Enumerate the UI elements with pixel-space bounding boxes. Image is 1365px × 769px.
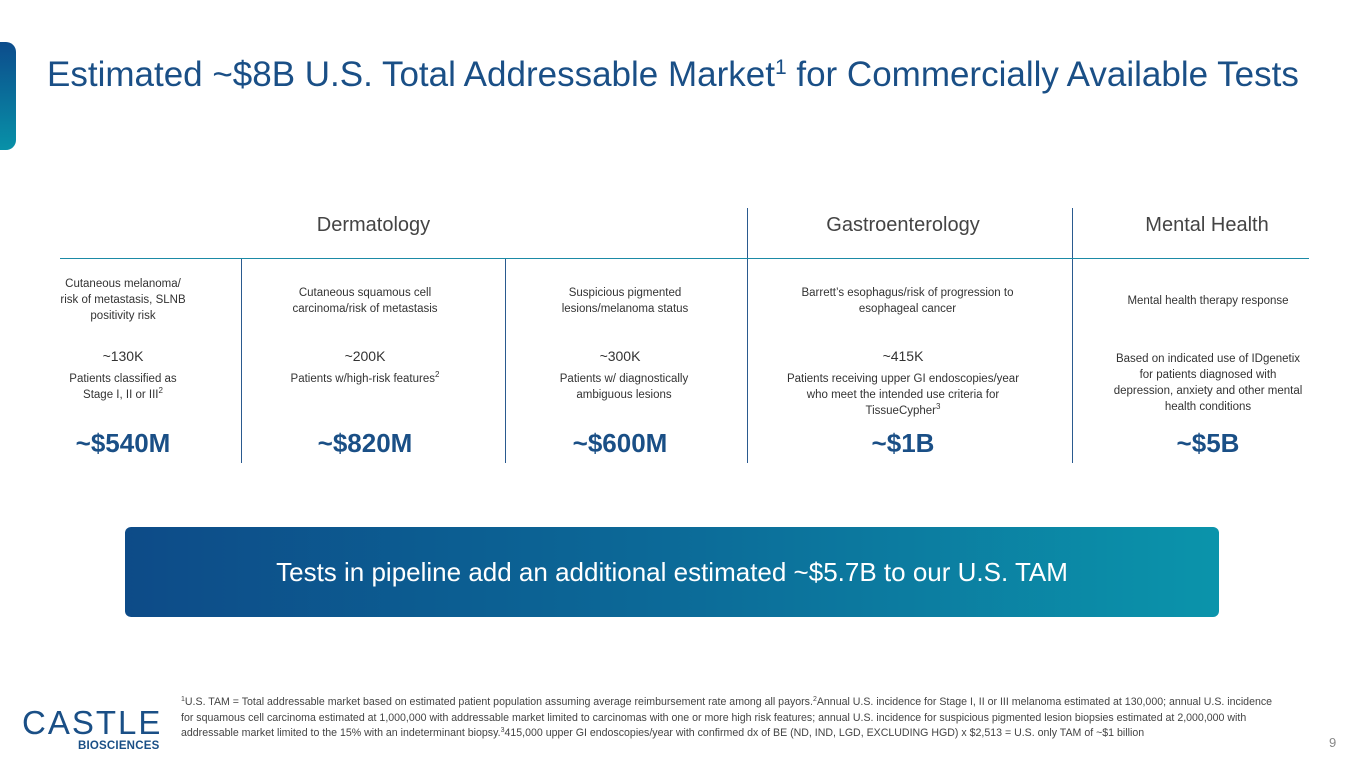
col4-description: Barrett’s esophagus/risk of progression … xyxy=(801,287,1014,315)
footnote-marker-2: 2 xyxy=(812,696,817,703)
category-gastroenterology: Gastroenterology xyxy=(826,214,980,236)
category-dermatology: Dermatology xyxy=(316,214,431,236)
col3-tam: ~$600M xyxy=(572,428,668,458)
col1-subtext-text: Patients classified as Stage I, II or II… xyxy=(69,373,177,401)
footnote-text-3: 415,000 upper GI endoscopies/year with c… xyxy=(504,727,1145,739)
col4-subtext-text: Patients receiving upper GI endoscopies/… xyxy=(786,373,1020,417)
logo-subtext: BIOSCIENCES xyxy=(78,740,160,752)
divider-col1-col2 xyxy=(241,258,242,463)
footnote: 1U.S. TAM = Total addressable market bas… xyxy=(181,695,1286,742)
col2-count: ~200K xyxy=(344,348,386,364)
logo-wordmark: CASTLE xyxy=(22,704,163,741)
slide-title: Estimated ~$8B U.S. Total Addressable Ma… xyxy=(47,52,1307,97)
title-text-part2: for Commercially Available Tests xyxy=(786,55,1299,94)
col4-footnote-marker: 3 xyxy=(936,402,941,411)
divider-derm-gi xyxy=(747,208,748,463)
col5-subtext: Based on indicated use of IDgenetix for … xyxy=(1110,351,1306,415)
footnote-marker-1: 1 xyxy=(181,696,185,703)
col4-tam: ~$1B xyxy=(871,428,935,458)
col1-tam: ~$540M xyxy=(75,428,171,458)
page-number: 9 xyxy=(1329,735,1337,750)
castle-biosciences-logo: CASTLE BIOSCIENCES xyxy=(22,706,167,756)
title-accent-bar xyxy=(0,42,16,150)
col2-subtext: Patients w/high-risk features2 xyxy=(280,371,450,387)
pipeline-banner: Tests in pipeline add an additional esti… xyxy=(125,527,1219,617)
col1-subtext: Patients classified as Stage I, II or II… xyxy=(68,371,178,403)
col1-count: ~130K xyxy=(102,348,144,364)
col1-footnote-marker: 2 xyxy=(158,386,163,395)
col3-description: Suspicious pigmented lesions/melanoma st… xyxy=(561,287,689,315)
title-text-part1: Estimated ~$8B U.S. Total Addressable Ma… xyxy=(47,55,775,94)
pipeline-banner-text: Tests in pipeline add an additional esti… xyxy=(276,556,1068,587)
col5-subtext-text: Based on indicated use of IDgenetix for … xyxy=(1113,353,1303,413)
col3-count: ~300K xyxy=(599,348,641,364)
footnote-text-1: U.S. TAM = Total addressable market base… xyxy=(184,696,813,708)
col2-tam: ~$820M xyxy=(317,428,413,458)
col1-description: Cutaneous melanoma/ risk of metastasis, … xyxy=(60,278,186,322)
col4-subtext: Patients receiving upper GI endoscopies/… xyxy=(785,371,1021,419)
col5-description: Mental health therapy response xyxy=(1127,295,1289,307)
col3-subtext-text: Patients w/ diagnostically ambiguous les… xyxy=(559,373,689,401)
title-footnote-marker: 1 xyxy=(774,56,787,79)
col2-subtext-text: Patients w/high-risk features xyxy=(290,373,435,385)
header-divider xyxy=(60,258,1309,259)
divider-col2-col3 xyxy=(505,258,506,463)
divider-gi-mh xyxy=(1072,208,1073,463)
col2-footnote-marker: 2 xyxy=(435,370,440,379)
category-mental-health: Mental Health xyxy=(1145,214,1269,236)
footnote-text-2: Annual U.S. incidence for Stage I, II or… xyxy=(181,696,1273,739)
col4-count: ~415K xyxy=(882,348,924,364)
col2-description: Cutaneous squamous cell carcinoma/risk o… xyxy=(292,287,438,315)
footnote-marker-3: 3 xyxy=(500,727,505,734)
col3-subtext: Patients w/ diagnostically ambiguous les… xyxy=(545,371,703,403)
col5-tam: ~$5B xyxy=(1176,428,1240,458)
